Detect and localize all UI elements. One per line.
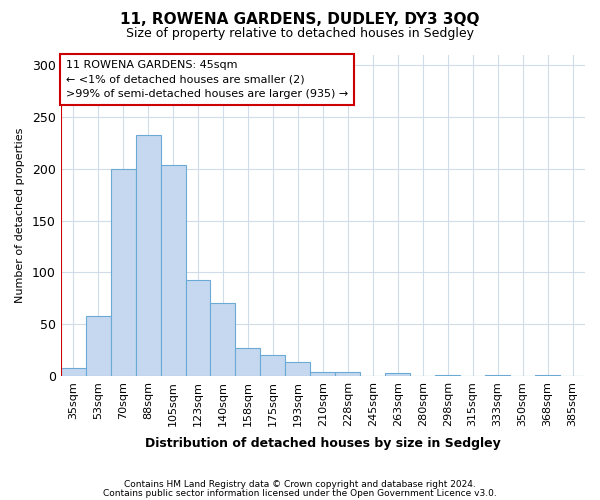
Bar	[235, 348, 260, 376]
Bar	[286, 362, 310, 376]
Text: Size of property relative to detached houses in Sedgley: Size of property relative to detached ho…	[126, 28, 474, 40]
Bar	[535, 375, 560, 376]
Bar	[161, 164, 185, 376]
X-axis label: Distribution of detached houses by size in Sedgley: Distribution of detached houses by size …	[145, 437, 501, 450]
Bar	[185, 280, 211, 376]
Bar	[260, 355, 286, 376]
Bar	[335, 372, 360, 376]
Text: 11, ROWENA GARDENS, DUDLEY, DY3 3QQ: 11, ROWENA GARDENS, DUDLEY, DY3 3QQ	[120, 12, 480, 28]
Text: Contains public sector information licensed under the Open Government Licence v3: Contains public sector information licen…	[103, 488, 497, 498]
Text: Contains HM Land Registry data © Crown copyright and database right 2024.: Contains HM Land Registry data © Crown c…	[124, 480, 476, 489]
Bar	[310, 372, 335, 376]
Text: 11 ROWENA GARDENS: 45sqm
← <1% of detached houses are smaller (2)
>99% of semi-d: 11 ROWENA GARDENS: 45sqm ← <1% of detach…	[66, 60, 348, 100]
Y-axis label: Number of detached properties: Number of detached properties	[15, 128, 25, 303]
Bar	[385, 373, 410, 376]
Bar	[110, 169, 136, 376]
Bar	[211, 304, 235, 376]
Bar	[61, 368, 86, 376]
Bar	[485, 375, 510, 376]
Bar	[136, 134, 161, 376]
Bar	[86, 316, 110, 376]
Bar	[435, 375, 460, 376]
